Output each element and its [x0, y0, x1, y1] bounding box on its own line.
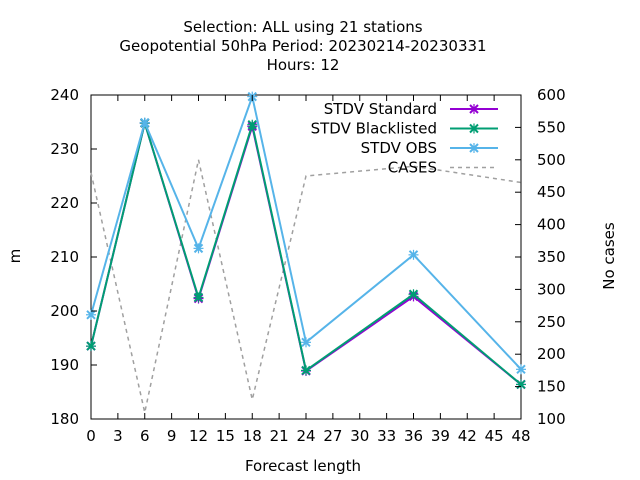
data-point [247, 119, 258, 130]
data-point [86, 341, 96, 352]
y2-tick-label: 200 [537, 345, 566, 363]
data-point [86, 309, 96, 320]
x-tick-label: 3 [113, 427, 123, 445]
x-tick-label: 12 [189, 427, 208, 445]
legend-label: STDV OBS [361, 139, 437, 157]
data-point [408, 249, 419, 260]
x-tick-label: 45 [485, 427, 504, 445]
y2-tick-label: 500 [537, 151, 566, 169]
title-line: Hours: 12 [267, 56, 340, 74]
x-tick-label: 24 [296, 427, 315, 445]
x-tick-label: 39 [431, 427, 450, 445]
y-axis-label: m [6, 249, 24, 264]
x-tick-label: 0 [86, 427, 96, 445]
y-tick-label: 210 [50, 248, 79, 266]
tick-labels: 0 3 6 9 12 15 18 21 24 27 30 33 36 39 42 45 481801902002… [50, 86, 565, 445]
legend-marker [469, 143, 479, 153]
data-point [408, 289, 419, 300]
legend-label: STDV Standard [324, 100, 437, 118]
x-tick-label: 36 [404, 427, 423, 445]
legend-marker [469, 104, 479, 114]
y2-tick-label: 150 [537, 378, 566, 396]
x-tick-label: 42 [458, 427, 477, 445]
data-point [516, 364, 526, 375]
y-tick-label: 180 [50, 410, 79, 428]
y2-tick-label: 350 [537, 248, 566, 266]
legend-label: STDV Blacklisted [311, 120, 437, 138]
y-tick-label: 200 [50, 302, 79, 320]
y2-tick-label: 550 [537, 118, 566, 136]
data-point [301, 337, 311, 348]
y-tick-label: 240 [50, 86, 79, 104]
x-tick-label: 21 [270, 427, 289, 445]
title-line: Selection: ALL using 21 stations [183, 18, 422, 36]
x-tick-label: 30 [350, 427, 369, 445]
y2-axis-label: No cases [600, 222, 618, 290]
y-tick-label: 220 [50, 194, 79, 212]
y2-tick-label: 450 [537, 183, 566, 201]
x-tick-label: 33 [377, 427, 396, 445]
y2-tick-label: 400 [537, 216, 566, 234]
y2-tick-label: 100 [537, 410, 566, 428]
x-tick-label: 27 [323, 427, 342, 445]
data-point [516, 379, 526, 390]
data-point [301, 365, 311, 376]
series-lines [86, 91, 526, 413]
y2-tick-label: 300 [537, 280, 566, 298]
x-tick-label: 48 [511, 427, 530, 445]
legend-label: CASES [388, 159, 437, 177]
title-line: Geopotential 50hPa Period: 20230214-2023… [119, 37, 486, 55]
data-point [139, 117, 150, 128]
chart-title: Selection: ALL using 21 stationsGeopoten… [119, 18, 486, 74]
data-point [193, 243, 204, 254]
y2-tick-label: 250 [537, 313, 566, 331]
series-line [90, 92, 522, 371]
x-tick-label: 9 [167, 427, 177, 445]
x-tick-label: 18 [243, 427, 262, 445]
data-point [193, 292, 204, 303]
legend-marker [469, 123, 479, 134]
y-tick-label: 230 [50, 140, 79, 158]
x-tick-label: 6 [140, 427, 150, 445]
x-axis-label: Forecast length [245, 457, 361, 475]
y-tick-label: 190 [50, 356, 79, 374]
y2-tick-label: 600 [537, 86, 566, 104]
x-tick-label: 15 [216, 427, 235, 445]
